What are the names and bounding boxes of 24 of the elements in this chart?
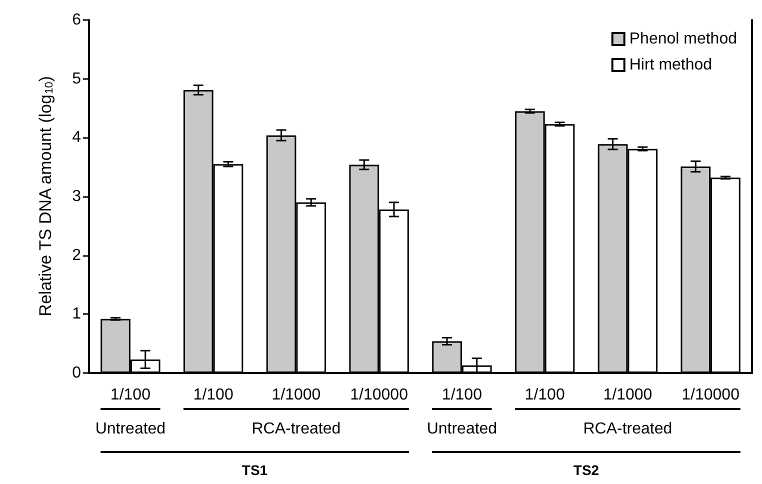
text: RCA-treated <box>583 420 672 438</box>
text: RCA-treated <box>252 420 341 438</box>
y-axis-title: Relative TS DNA amount (log10) <box>36 76 56 316</box>
y-tick-label: 1 <box>72 306 82 323</box>
y-tick-label: 2 <box>72 246 82 264</box>
legend-label: Phenol method <box>629 30 738 48</box>
text: TS1 <box>242 462 268 478</box>
y-tick-label: 3 <box>72 188 82 205</box>
text: Untreated <box>95 420 166 438</box>
y-tick-label: 5 <box>72 70 82 88</box>
x-tick-label: 1/10000 <box>350 386 408 404</box>
x-tick-label: 1/100 <box>193 386 234 404</box>
y-tick-label: 0 <box>72 364 82 382</box>
y-tick-label: 4 <box>72 129 82 146</box>
text: TS2 <box>573 462 600 478</box>
x-tick-label: 1/100 <box>524 386 565 404</box>
x-tick-label: 1/1000 <box>272 386 321 404</box>
x-tick-label: 1/100 <box>442 386 482 404</box>
legend-label: Hirt method <box>629 56 712 74</box>
x-tick-label: 1/100 <box>110 386 151 404</box>
text: Untreated <box>426 420 498 438</box>
x-tick-label: 1/1000 <box>603 386 652 404</box>
y-tick-label: 6 <box>72 12 82 28</box>
x-tick-label: 1/10000 <box>682 386 740 404</box>
